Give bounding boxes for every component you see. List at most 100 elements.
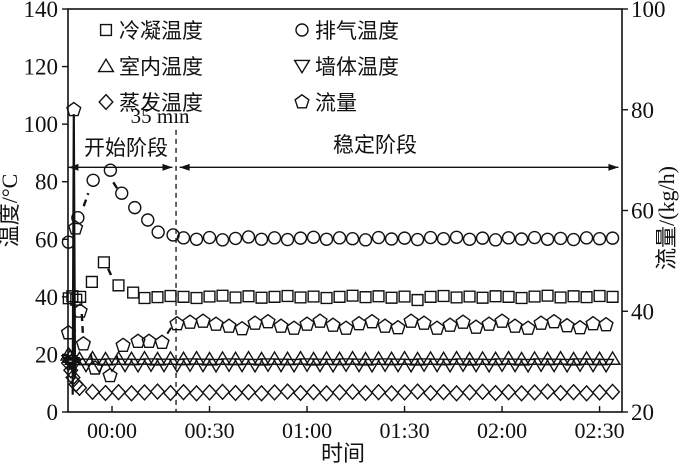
triangle-down-marker-icon [168,358,186,374]
triangle-up-marker-icon [265,350,284,366]
diamond-marker-icon [435,383,452,401]
circle-marker-icon [241,230,256,244]
triangle-down-marker-icon [311,358,329,373]
square-marker-icon [74,290,87,303]
diamond-marker-icon [331,383,348,401]
triangle-down-marker-icon [493,358,511,373]
divider-label: 35 min [131,104,190,128]
circle-marker-icon [475,231,490,245]
circle-marker-icon [293,231,308,245]
triangle-down-marker-icon [142,358,160,373]
exhaust-rise-dash [82,192,90,207]
circle-marker-icon [436,232,451,246]
circle-marker-icon [71,210,85,225]
x-tick-label: 02:00 [477,418,527,443]
square-marker-icon [489,290,502,303]
diamond-marker-icon [474,383,491,401]
triangle-down-marker-icon [506,358,524,373]
circle-marker-icon [462,232,477,246]
diamond-marker-icon [448,384,465,402]
diamond-marker-icon [227,384,244,402]
square-marker-icon [127,286,140,299]
x-tick-label: 00:00 [87,418,137,443]
pentagon-marker-icon [234,320,250,336]
triangle-down-marker-icon [584,358,602,373]
pentagon-marker-icon [72,303,88,318]
diamond-marker-icon [487,384,504,402]
square-marker-icon [229,291,242,304]
square-marker-icon [502,290,515,303]
left-tick-label: 60 [35,227,58,252]
diamond-marker-icon [188,384,205,402]
arrowhead-icon [179,163,190,171]
diamond-marker-icon [409,383,426,400]
pentagon-marker-icon [208,316,224,331]
triangle-up-marker-icon [213,350,232,366]
flow-rise-dash [166,325,174,335]
diamond-marker-icon [253,384,270,402]
pentagon-marker-icon [294,93,310,109]
pentagon-marker-icon [442,317,458,332]
condense-fall-dash [107,268,114,280]
triangle-up-marker-icon [343,350,362,365]
square-marker-icon [294,291,307,304]
series-flow-rate [60,101,614,383]
left-tick-label: 100 [24,112,59,137]
phase-label: 开始阶段 [84,136,168,160]
diamond-marker-icon [97,384,114,402]
circle-marker-icon [358,233,373,247]
diamond-marker-icon [84,383,101,401]
square-marker-icon [216,289,229,302]
diamond-marker-icon [149,383,166,400]
circle-marker-icon [553,231,568,246]
pentagon-marker-icon [351,315,367,331]
square-marker-icon [112,279,125,292]
triangle-down-marker-icon [376,358,394,373]
triangle-down-marker-icon [194,358,212,373]
square-marker-icon [567,290,580,303]
phase-开始阶段 [68,163,173,171]
square-marker-icon [593,289,606,303]
circle-marker-icon [228,231,243,246]
pentagon-marker-icon [60,324,77,340]
pentagon-marker-icon [286,320,302,335]
triangle-down-marker-icon [454,358,472,373]
diamond-marker-icon [383,384,400,402]
square-marker-icon [190,291,203,305]
circle-marker-icon [501,231,516,245]
diamond-marker-icon [60,354,77,372]
triangle-up-marker-icon [603,350,622,366]
circle-marker-icon [410,232,425,247]
triangle-down-marker-icon [480,358,498,374]
pentagon-marker-icon [377,318,393,333]
pentagon-marker-icon [338,320,354,335]
legend-label: 蒸发温度 [119,91,203,115]
triangle-down-marker-icon [65,358,83,373]
diamond-marker-icon [500,383,517,401]
arrowhead-icon [68,163,79,171]
y-right-axis-label: 流量/(kg/h) [654,166,679,270]
legend-label: 墙体温度 [315,55,399,79]
left-tick-label: 80 [35,170,58,195]
pentagon-marker-icon [572,319,588,335]
diamond-marker-icon [578,384,595,402]
square-marker-icon [359,291,372,304]
square-marker-icon [450,291,463,304]
circle-marker-icon [605,231,620,245]
arrowhead-icon [608,163,619,171]
circle-marker-icon [592,232,607,246]
diamond-marker-icon [305,383,322,401]
diamond-marker-icon [344,383,361,401]
circle-marker-icon [423,230,438,245]
triangle-up-marker-icon [434,350,453,366]
triangle-down-marker-icon [597,358,615,374]
arrowhead-icon [162,163,173,171]
triangle-up-marker-icon [239,350,258,365]
phase-稳定阶段 [179,163,619,171]
circle-marker-icon [319,232,334,246]
triangle-down-marker-icon [350,358,368,373]
pentagon-marker-icon [455,314,471,329]
circle-marker-icon [115,186,129,200]
diamond-marker-icon [357,384,374,402]
triangle-down-marker-icon [428,358,446,373]
